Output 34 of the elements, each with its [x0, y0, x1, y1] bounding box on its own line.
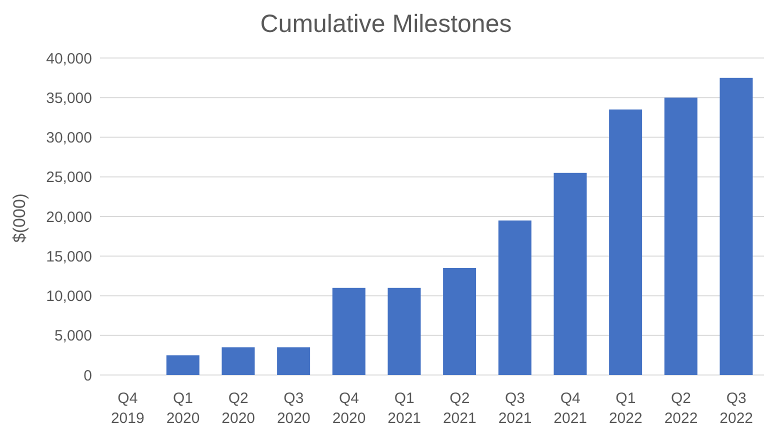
- y-tick-label: 0: [84, 367, 92, 384]
- bar: [498, 220, 532, 375]
- bar: [443, 268, 476, 375]
- bar: [664, 98, 698, 375]
- bar: [720, 78, 753, 375]
- bar: [388, 288, 421, 375]
- bar: [609, 110, 642, 375]
- x-tick-label: Q2 2021: [442, 390, 476, 427]
- bar: [166, 355, 200, 375]
- y-tick-label: 35,000: [46, 90, 92, 107]
- chart-title: Cumulative Milestones: [259, 9, 513, 40]
- y-tick-label: 10,000: [46, 288, 92, 306]
- bar: [222, 347, 255, 375]
- x-tick-label: Q2 2020: [222, 390, 256, 427]
- y-tick-label: 20,000: [46, 208, 92, 226]
- y-tick-label: 5,000: [54, 328, 92, 345]
- y-axis-title: $(000): [10, 193, 30, 243]
- y-tick-label: 30,000: [46, 130, 92, 147]
- x-tick-label: Q3 2020: [276, 390, 310, 427]
- y-tick-label: 15,000: [46, 248, 92, 266]
- x-tick-label: Q1 2020: [166, 390, 200, 427]
- bar: [277, 347, 310, 375]
- y-tick-label: 25,000: [46, 169, 92, 186]
- x-tick-label: Q1 2021: [388, 390, 422, 427]
- x-tick-label: Q4 2019: [110, 390, 144, 427]
- x-tick-label: Q4 2021: [554, 390, 588, 427]
- y-tick-label: 40,000: [46, 50, 92, 68]
- x-tick-label: Q3 2021: [498, 390, 532, 427]
- x-tick-label: Q3 2022: [720, 390, 754, 427]
- bar: [332, 288, 366, 375]
- x-tick-label: Q1 2022: [608, 390, 642, 427]
- x-tick-label: Q2 2022: [664, 390, 698, 427]
- x-tick-label: Q4 2020: [332, 390, 366, 427]
- bar: [554, 172, 587, 375]
